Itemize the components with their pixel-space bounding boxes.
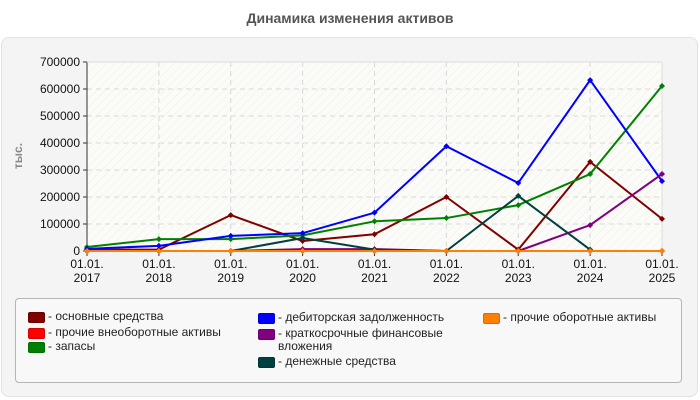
legend-item-osnovnye-sredstva[interactable]: - основные средства <box>28 310 163 323</box>
svg-text:2022: 2022 <box>433 271 460 285</box>
svg-text:01.01.: 01.01. <box>286 257 319 271</box>
svg-text:01.01.: 01.01. <box>430 257 463 271</box>
line-chart: 0 100000 200000 300000 400000 500000 600000 700… <box>11 55 679 285</box>
svg-text:01.01.: 01.01. <box>358 257 391 271</box>
legend-item-kratkosrochnye[interactable]: - краткосрочные финансовые вложения <box>258 327 458 353</box>
chart-title: Динамика изменения активов <box>246 10 454 26</box>
svg-text:2017: 2017 <box>74 271 101 285</box>
legend-item-debitorskaya[interactable]: - дебиторская задолженность <box>258 311 444 324</box>
series-line <box>84 248 665 254</box>
svg-text:2020: 2020 <box>289 271 316 285</box>
svg-text:01.01.: 01.01. <box>214 257 247 271</box>
legend-swatch <box>28 312 45 323</box>
svg-text:2025: 2025 <box>649 271 676 285</box>
legend-item-prochie-vneoborotnye[interactable]: - прочие внеоборотные активы <box>28 326 221 339</box>
legend-swatch <box>258 357 275 368</box>
svg-text:01.01.: 01.01. <box>645 257 678 271</box>
legend: - основные средства - прочие внеоборотны… <box>15 298 682 383</box>
series-lines <box>84 77 665 254</box>
svg-text:2024: 2024 <box>577 271 604 285</box>
legend-item-prochie-oborotnye[interactable]: - прочие оборотные активы <box>483 311 656 324</box>
legend-swatch <box>28 328 45 339</box>
svg-text:400000: 400000 <box>40 136 80 150</box>
svg-text:01.01.: 01.01. <box>502 257 535 271</box>
svg-text:01.01.: 01.01. <box>142 257 175 271</box>
svg-text:0: 0 <box>73 244 80 258</box>
series-line <box>84 77 665 252</box>
legend-swatch <box>258 313 275 324</box>
y-tick-labels: 0 100000 200000 300000 400000 500000 600000 700… <box>40 55 80 258</box>
y-axis-label: тыс. <box>11 143 25 169</box>
svg-text:700000: 700000 <box>40 55 80 69</box>
x-tick-labels: 01.01.201701.01.201801.01.201901.01.2020… <box>70 257 678 285</box>
svg-text:2018: 2018 <box>146 271 173 285</box>
svg-text:2023: 2023 <box>505 271 532 285</box>
legend-swatch <box>28 342 45 353</box>
svg-text:200000: 200000 <box>40 190 80 204</box>
svg-text:500000: 500000 <box>40 109 80 123</box>
svg-text:100000: 100000 <box>40 217 80 231</box>
svg-text:2021: 2021 <box>361 271 388 285</box>
svg-text:300000: 300000 <box>40 163 80 177</box>
legend-swatch <box>258 329 275 340</box>
svg-text:2019: 2019 <box>217 271 244 285</box>
legend-swatch <box>483 313 500 324</box>
legend-item-denezhnye[interactable]: - денежные средства <box>258 355 396 368</box>
svg-text:01.01.: 01.01. <box>573 257 606 271</box>
svg-text:600000: 600000 <box>40 82 80 96</box>
legend-item-zapasy[interactable]: - запасы <box>28 340 95 353</box>
svg-text:01.01.: 01.01. <box>70 257 103 271</box>
